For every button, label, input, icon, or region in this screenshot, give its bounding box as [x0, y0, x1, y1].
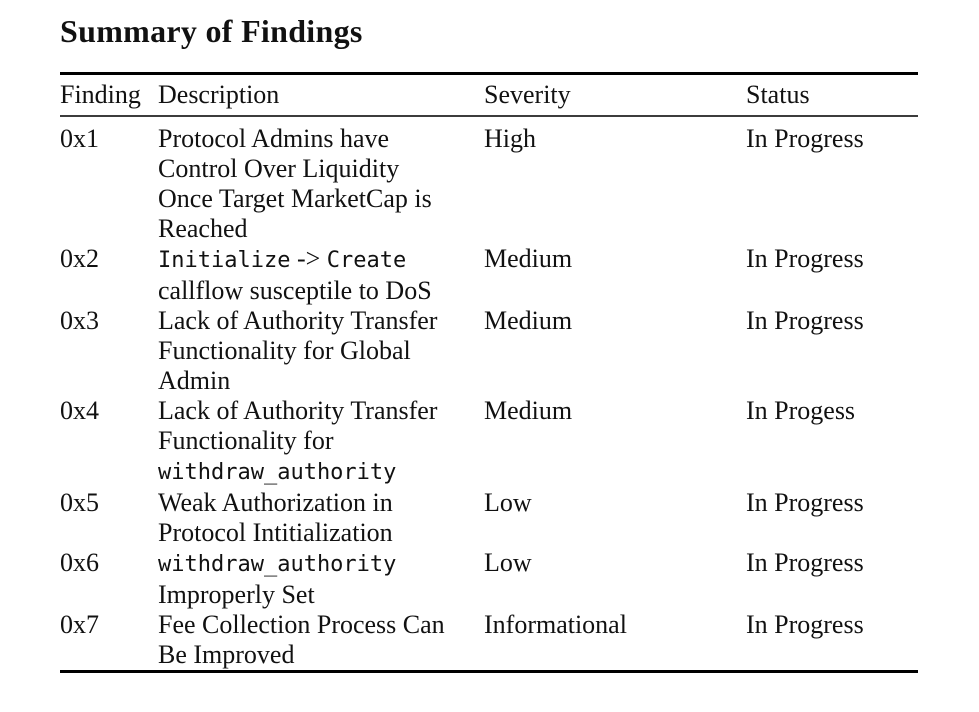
- finding-cell: 0x5: [60, 488, 99, 517]
- description-line: Improperly Set: [158, 580, 484, 610]
- description-line: callflow susceptile to DoS: [158, 276, 484, 306]
- plain-text: callflow susceptile to DoS: [158, 276, 432, 305]
- table-row: 0x1 Protocol Admins have Control Over Liqu…: [60, 124, 918, 244]
- description-cell: Fee Collection Process Can Be Improved: [158, 610, 484, 670]
- description-cell: Lack of Authority Transfer Functionality …: [158, 306, 484, 396]
- finding-cell: 0x6: [60, 548, 99, 577]
- table-header-row: Finding Description Severity Status: [60, 75, 918, 117]
- severity-cell: Medium: [484, 396, 573, 425]
- table-row: 0x4 Lack of Authority Transfer Functionali…: [60, 396, 918, 488]
- finding-cell: 0x1: [60, 124, 99, 153]
- column-header-severity: Severity: [484, 80, 571, 109]
- table-row: 0x6 withdraw_authority Improperly Set Low In…: [60, 548, 918, 610]
- severity-cell: High: [484, 124, 536, 153]
- description-line: Admin: [158, 366, 484, 396]
- plain-text: Be Improved: [158, 640, 295, 669]
- description-line: withdraw_authority: [158, 456, 484, 488]
- plain-text: Lack of Authority Transfer: [158, 306, 438, 335]
- column-header-status: Status: [746, 80, 810, 109]
- column-header-description: Description: [158, 80, 280, 109]
- code-text: withdraw_authority: [158, 460, 397, 485]
- severity-cell: Informational: [484, 610, 627, 639]
- plain-text: Weak Authorization in: [158, 488, 393, 517]
- description-line: Protocol Intitialization: [158, 518, 484, 548]
- description-line: Lack of Authority Transfer: [158, 396, 484, 426]
- description-line: Protocol Admins have: [158, 124, 484, 154]
- table-body: 0x1 Protocol Admins have Control Over Liqu…: [60, 117, 918, 670]
- description-line: Functionality for: [158, 426, 484, 456]
- description-line: Control Over Liquidity: [158, 154, 484, 184]
- finding-cell: 0x4: [60, 396, 99, 425]
- plain-text: Lack of Authority Transfer: [158, 396, 438, 425]
- plain-text: Improperly Set: [158, 580, 315, 609]
- plain-text: Functionality for Global: [158, 336, 411, 365]
- findings-table: Finding Description Severity Status 0x1 P…: [60, 72, 918, 673]
- code-text: Initialize: [158, 248, 291, 273]
- table-row: 0x2 Initialize -> Create callflow suscepti…: [60, 244, 918, 306]
- page-title: Summary of Findings: [60, 13, 363, 49]
- description-line: Weak Authorization in: [158, 488, 484, 518]
- description-line: Fee Collection Process Can: [158, 610, 484, 640]
- plain-text: Control Over Liquidity: [158, 154, 400, 183]
- table-row: 0x3 Lack of Authority Transfer Functionali…: [60, 306, 918, 396]
- status-cell: In Progess: [746, 396, 856, 425]
- description-cell: Weak Authorization in Protocol Intitializ…: [158, 488, 484, 548]
- code-text: Create: [326, 248, 407, 273]
- severity-cell: Medium: [484, 306, 573, 335]
- description-line: Reached: [158, 214, 484, 244]
- severity-cell: Medium: [484, 244, 573, 273]
- severity-cell: Low: [484, 488, 532, 517]
- plain-text: Protocol Admins have: [158, 124, 390, 153]
- plain-text: Protocol Intitialization: [158, 518, 393, 547]
- status-cell: In Progress: [746, 610, 864, 639]
- table-row: 0x7 Fee Collection Process Can Be Improved…: [60, 610, 918, 670]
- plain-text: Reached: [158, 214, 248, 243]
- table-row: 0x5 Weak Authorization in Protocol Intitia…: [60, 488, 918, 548]
- status-cell: In Progress: [746, 124, 864, 153]
- description-cell: Lack of Authority Transfer Functionality …: [158, 396, 484, 488]
- severity-cell: Low: [484, 548, 532, 577]
- code-text: withdraw_authority: [158, 552, 397, 577]
- plain-text: Admin: [158, 366, 231, 395]
- finding-cell: 0x2: [60, 244, 99, 273]
- description-line: Be Improved: [158, 640, 484, 670]
- status-cell: In Progress: [746, 488, 864, 517]
- plain-text: Once Target MarketCap is: [158, 184, 432, 213]
- status-cell: In Progress: [746, 244, 864, 273]
- description-cell: withdraw_authority Improperly Set: [158, 548, 484, 610]
- plain-text: Fee Collection Process Can: [158, 610, 445, 639]
- description-line: Initialize -> Create: [158, 244, 484, 276]
- plain-text: Functionality for: [158, 426, 334, 455]
- column-header-finding: Finding: [60, 80, 141, 109]
- finding-cell: 0x7: [60, 610, 99, 639]
- plain-text: ->: [290, 244, 327, 273]
- description-line: Once Target MarketCap is: [158, 184, 484, 214]
- status-cell: In Progress: [746, 548, 864, 577]
- description-cell: Protocol Admins have Control Over Liquidi…: [158, 124, 484, 244]
- description-line: Lack of Authority Transfer: [158, 306, 484, 336]
- status-cell: In Progress: [746, 306, 864, 335]
- description-line: Functionality for Global: [158, 336, 484, 366]
- description-line: withdraw_authority: [158, 548, 484, 580]
- finding-cell: 0x3: [60, 306, 99, 335]
- description-cell: Initialize -> Create callflow susceptile …: [158, 244, 484, 306]
